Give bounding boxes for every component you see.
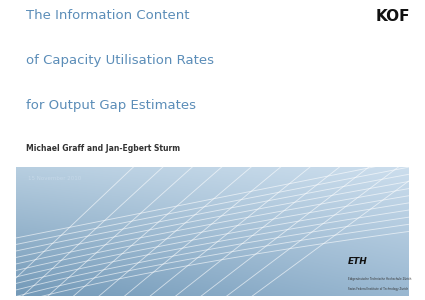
Text: The Information Content: The Information Content [26, 9, 189, 22]
Text: for Output Gap Estimates: for Output Gap Estimates [26, 99, 196, 112]
Text: Michael Graff and Jan-Egbert Sturm: Michael Graff and Jan-Egbert Sturm [26, 144, 180, 153]
Text: ETH: ETH [348, 257, 368, 266]
Text: of Capacity Utilisation Rates: of Capacity Utilisation Rates [26, 54, 213, 67]
Text: 15 November 2010: 15 November 2010 [28, 176, 81, 181]
Text: KOF: KOF [376, 9, 410, 24]
Text: Eidgenössische Technische Hochschule Zürich: Eidgenössische Technische Hochschule Zür… [348, 277, 411, 281]
Text: Swiss Federal Institute of Technology Zurich: Swiss Federal Institute of Technology Zu… [348, 287, 408, 291]
